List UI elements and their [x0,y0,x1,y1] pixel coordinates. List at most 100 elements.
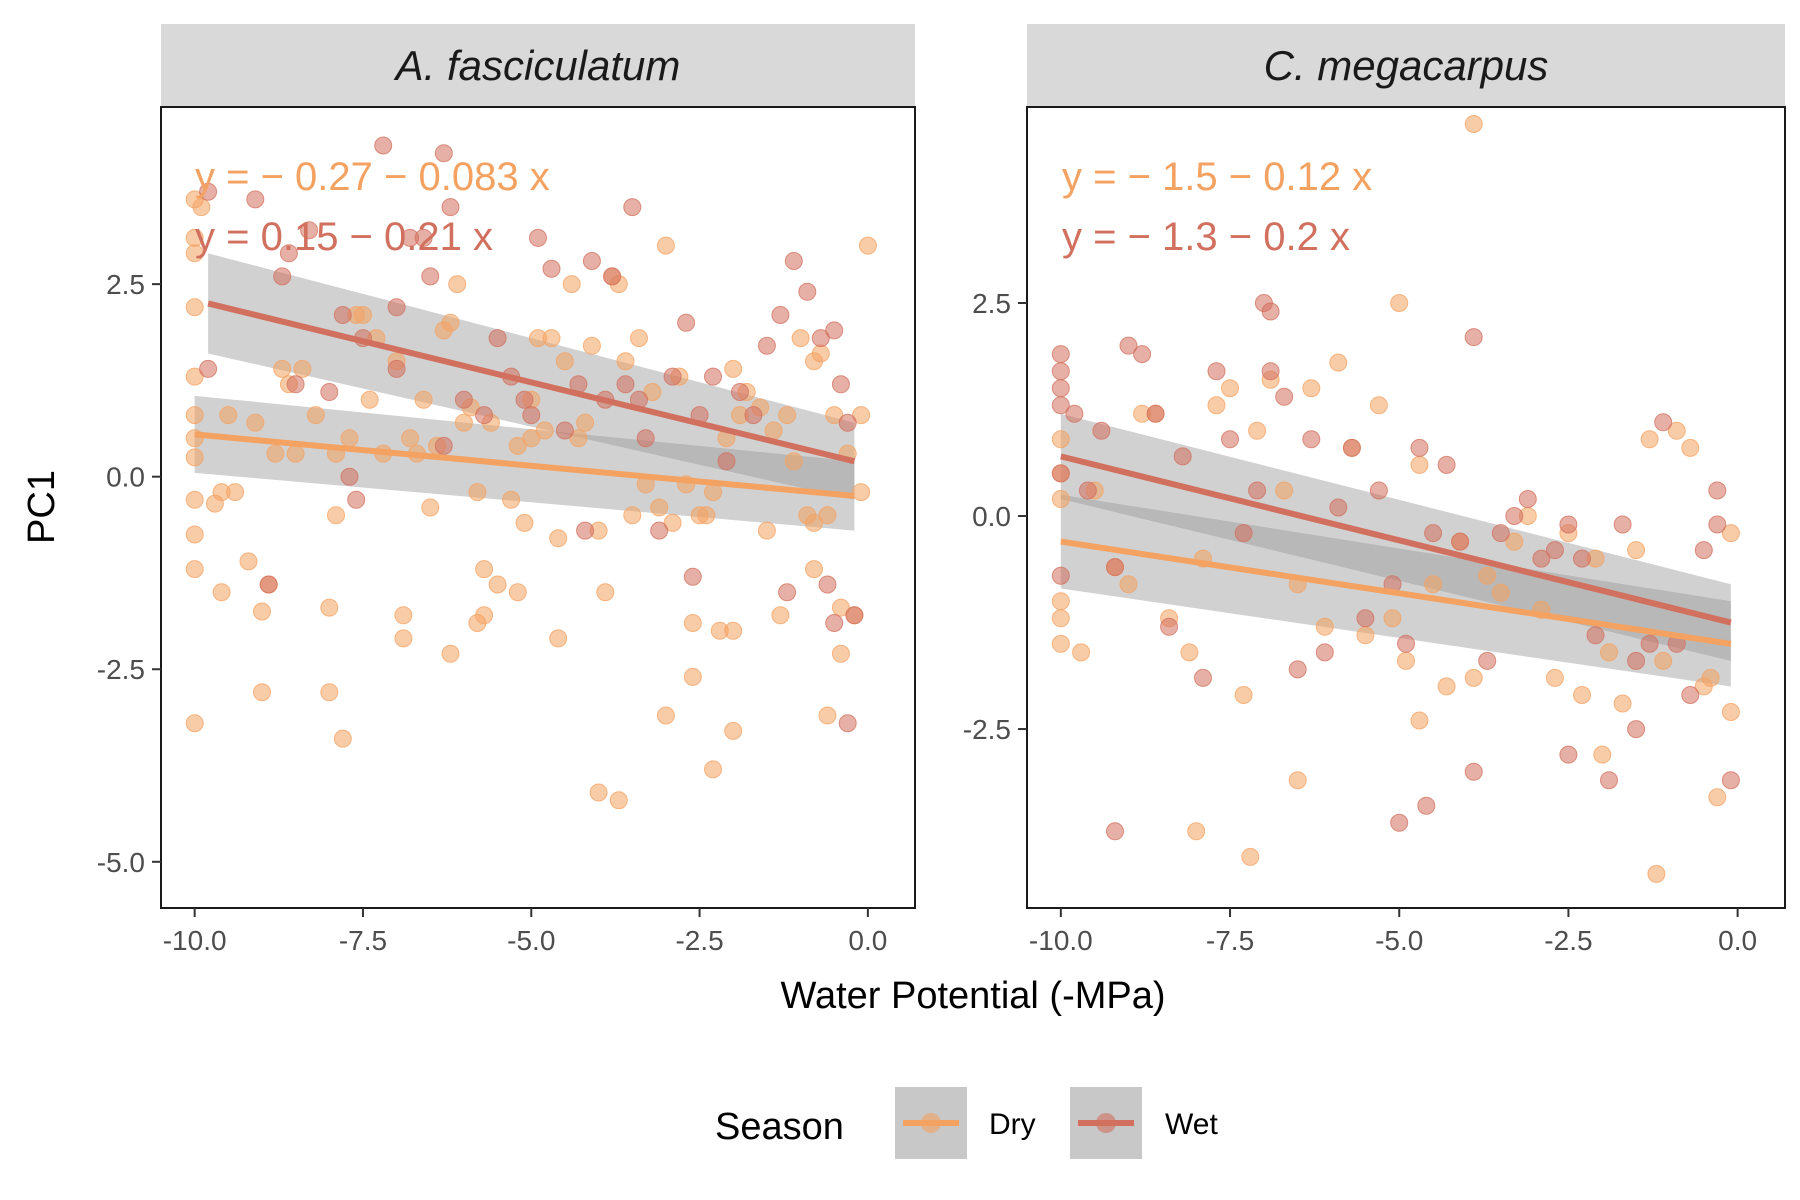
data-point-wet [1302,430,1321,449]
data-point-dry [394,629,413,648]
data-point-wet [616,375,635,394]
data-point-wet [1106,822,1124,841]
data-point-wet [1315,643,1334,662]
data-point-dry [683,614,702,632]
y-axis-ticks: 2.5 0.0 -2.5 [963,288,1027,745]
data-point-dry [1437,677,1456,696]
equation-dry: y = − 0.27 − 0.083 x [195,155,550,199]
data-point-wet [1221,430,1239,449]
data-point-dry [1390,294,1409,312]
data-point-dry [212,583,231,602]
legend-label-wet: Wet [1165,1108,1218,1141]
data-point-wet [1694,541,1713,560]
x-tick-label: -2.5 [1544,925,1592,956]
data-point-wet [576,521,595,540]
data-point-wet [488,329,507,348]
data-point-wet [1654,413,1673,432]
data-point-wet [1627,720,1646,739]
data-point-wet [555,421,574,440]
data-point-wet [340,467,359,486]
data-point-dry [852,483,871,502]
data-point-wet [333,306,352,324]
data-point-dry [185,244,204,263]
data-point-wet [1478,651,1497,670]
data-point-dry [360,390,379,409]
data-point-wet [1356,609,1375,628]
data-point-wet [279,244,298,263]
data-point-dry [1051,490,1070,508]
data-point-wet [1417,796,1436,815]
data-point-wet [529,228,547,247]
data-point-dry [724,359,743,378]
data-point-dry [421,498,440,517]
data-point-dry [643,383,662,401]
data-point-dry [831,598,850,617]
data-point-dry [286,444,305,463]
data-point-wet [199,182,218,201]
data-point-dry [219,406,238,425]
data-point-dry [1647,864,1666,883]
data-point-dry [852,406,871,425]
data-point-dry [306,406,325,425]
data-point-wet [441,198,460,217]
data-point-dry [630,329,648,348]
y-tick-label: 2.5 [972,288,1011,319]
data-point-wet [414,228,433,247]
x-axis-ticks: -10.0 -7.5 -5.0 -2.5 0.0 [163,908,887,956]
data-point-wet [838,413,857,432]
data-point-wet [778,583,797,602]
data-point-wet [1065,404,1084,423]
data-point-dry [616,352,635,371]
data-point-wet [1051,464,1070,483]
data-point-wet [1261,362,1280,381]
data-point-wet [838,714,857,733]
data-point-wet [1051,345,1070,364]
x-tick-label: 0.0 [848,925,887,956]
data-point-dry [502,490,521,509]
data-point-dry [1721,524,1740,543]
data-point-wet [663,367,682,386]
data-point-dry [1600,643,1618,662]
y-tick-label: -2.5 [97,654,145,685]
data-point-wet [1051,362,1070,381]
data-point-dry [1545,668,1564,687]
regression-line-dry [1060,538,1732,647]
data-point-dry [562,275,581,294]
data-point-wet [1342,438,1361,457]
data-point-dry [266,444,285,463]
data-point-wet [1627,651,1646,670]
data-point-wet [1288,660,1307,679]
data-point-wet [831,375,850,394]
data-point-wet [636,429,655,448]
data-point-dry [1573,686,1591,704]
data-point-dry [293,359,312,378]
data-point-wet [1437,455,1456,474]
data-point-wet [1532,549,1551,568]
data-point-dry [555,352,574,371]
data-point-dry [1640,430,1659,449]
data-point-dry [253,683,271,702]
x-axis-ticks: -10.0 -7.5 -5.0 -2.5 0.0 [1029,908,1757,956]
data-point-dry [475,606,494,625]
data-point-dry [778,406,797,425]
data-point-dry [805,513,823,532]
data-point-wet [1518,490,1537,508]
data-point-wet [677,313,696,332]
data-point-wet [1329,498,1348,517]
data-point-dry [1180,643,1199,662]
data-point-wet [1721,771,1740,790]
data-point-wet [1708,515,1727,534]
data-point-dry [1701,668,1720,687]
data-point-wet [704,367,722,386]
data-point-wet [1194,668,1212,687]
data-point-dry [1241,847,1260,866]
data-point-dry [1593,745,1612,764]
data-point-wet [1573,549,1591,568]
data-point-dry [818,706,837,725]
data-point-wet [286,375,305,394]
data-point-dry [246,413,265,432]
y-axis-ticks: 2.5 0.0 -2.5 -5.0 [97,269,161,878]
data-point-dry [185,298,204,317]
data-point-wet [1119,336,1138,355]
